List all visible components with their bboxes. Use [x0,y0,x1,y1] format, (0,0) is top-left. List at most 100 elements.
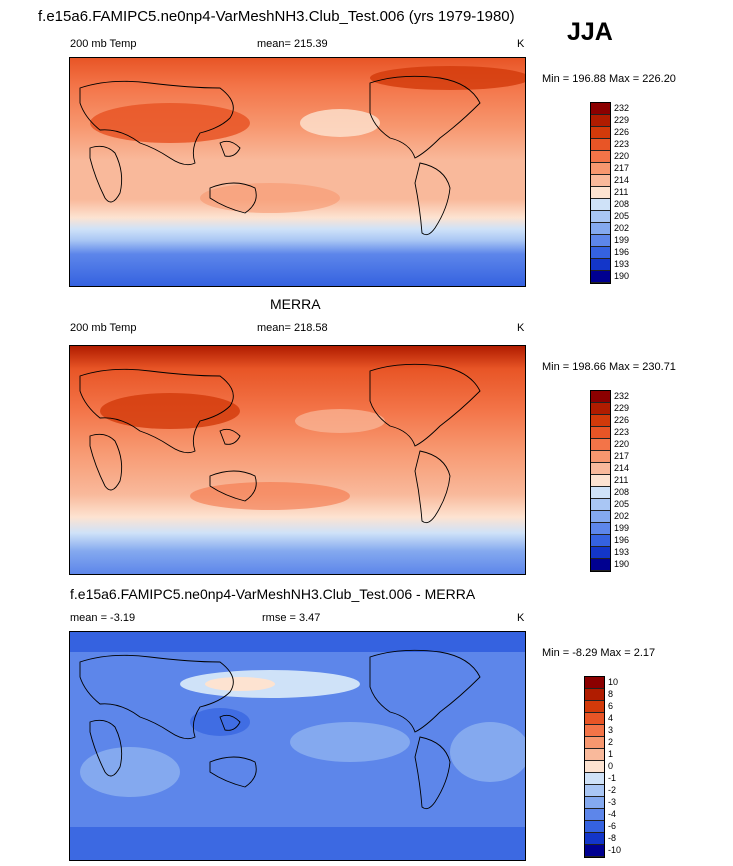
colorbar-cell [591,187,610,199]
panel3-mean-label: mean = -3.19 [70,612,136,624]
panel3-minmax-label: Min = -8.29 Max = 2.17 [542,647,656,659]
colorbar-tick-label: 208 [614,199,630,209]
colorbar-tick-label: 205 [614,211,630,221]
colorbar-cell [591,427,610,439]
colorbar-cell [591,403,610,415]
colorbar-cell [591,139,610,151]
colorbar-tick-label: 217 [614,451,630,461]
colorbar-cell [591,235,610,247]
colorbar-cell [585,833,604,845]
colorbar-cell [591,535,610,547]
colorbar-tick-label: -3 [608,797,617,807]
colorbar-tick-label: 0 [608,761,614,771]
panel2-units-label: K [517,322,525,334]
colorbar-tick-label: 8 [608,689,614,699]
colorbar-cell [591,523,610,535]
colorbar-tick-label: 199 [614,235,630,245]
colorbar-tick-label: 202 [614,511,630,521]
colorbar-tick-label: 4 [608,713,614,723]
colorbar-cell [591,487,610,499]
colorbar-tick-label: 196 [614,247,630,257]
colorbar-cell [591,511,610,523]
colorbar-tick-label: 3 [608,725,614,735]
colorbar-tick-label: 202 [614,223,630,233]
colorbar-cell [591,175,610,187]
colorbar-tick-label: 220 [614,151,630,161]
panel2-map [69,345,526,575]
panel2-mean-label: mean= 218.58 [257,322,328,334]
panel1-variable-label: 200 mb Temp [70,38,137,50]
panel2-variable-label: 200 mb Temp [70,322,137,334]
colorbar-cell [585,689,604,701]
colorbar-cell [591,259,610,271]
colorbar-tick-label: 2 [608,737,614,747]
colorbar-tick-label: -6 [608,821,617,831]
panel1-mean-label: mean= 215.39 [257,38,328,50]
colorbar-cell [585,749,604,761]
colorbar-tick-label: 199 [614,523,630,533]
colorbar-cell [591,499,610,511]
panel2-minmax-label: Min = 198.66 Max = 230.71 [542,361,676,373]
colorbar-tick-label: 208 [614,487,630,497]
colorbar-cell [591,451,610,463]
colorbar-tick-label: 226 [614,415,630,425]
colorbar-cell [591,559,610,571]
colorbar-tick-label: 190 [614,559,630,569]
colorbar-tick-label: -2 [608,785,617,795]
colorbar-cell [591,223,610,235]
panel3-rmse-label: rmse = 3.47 [262,612,321,624]
colorbar-cell [591,199,610,211]
colorbar-tick-label: 229 [614,403,630,413]
colorbar-tick-label: 211 [614,187,629,197]
page-title: f.e15a6.FAMIPC5.ne0np4-VarMeshNH3.Club_T… [38,8,515,25]
colorbar-cell [591,547,610,559]
colorbar-tick-label: 196 [614,535,630,545]
colorbar-tick-label: 226 [614,127,630,137]
colorbar-cell [585,761,604,773]
colorbar-cell [591,151,610,163]
colorbar-tick-label: 214 [614,175,630,185]
colorbar-tick-label: 193 [614,259,630,269]
panel3-map [69,631,526,861]
colorbar-tick-label: 190 [614,271,630,281]
colorbar-tick-label: 217 [614,163,630,173]
colorbar-tick-label: -8 [608,833,617,843]
colorbar-cell [591,127,610,139]
colorbar-cell [591,439,610,451]
colorbar-tick-label: 10 [608,677,619,687]
colorbar-cell [585,797,604,809]
colorbar-cell [591,211,610,223]
colorbar-cell [591,391,610,403]
panel3-coastlines [79,649,481,810]
colorbar-tick-label: -10 [608,845,622,855]
colorbar-cell [591,103,610,115]
colorbar-tick-label: 232 [614,391,630,401]
colorbar-tick-label: 211 [614,475,629,485]
colorbar-cell [585,713,604,725]
colorbar-tick-label: 214 [614,463,630,473]
colorbar-tick-label: 220 [614,439,630,449]
colorbar-cell [585,725,604,737]
panel1-minmax-label: Min = 196.88 Max = 226.20 [542,73,676,85]
panel1-coastlines [79,75,481,236]
panel1-map [69,57,526,287]
colorbar-cell [585,785,604,797]
colorbar-cell [585,677,604,689]
colorbar-tick-label: -4 [608,809,617,819]
colorbar-cell [591,271,610,283]
colorbar-cell [585,773,604,785]
colorbar-tick-label: 205 [614,499,630,509]
colorbar-tick-label: 223 [614,427,630,437]
colorbar-cell [585,821,604,833]
colorbar-cell [591,475,610,487]
colorbar-tick-label: 6 [608,701,614,711]
colorbar-cell [591,247,610,259]
colorbar-tick-label: 223 [614,139,630,149]
panel3-title: f.e15a6.FAMIPC5.ne0np4-VarMeshNH3.Club_T… [70,586,476,602]
colorbar-cell [591,415,610,427]
colorbar-cell [585,809,604,821]
colorbar-cell [591,463,610,475]
colorbar-cell [585,845,604,857]
colorbar-tick-label: 1 [608,749,614,759]
panel2-title: MERRA [270,296,321,312]
